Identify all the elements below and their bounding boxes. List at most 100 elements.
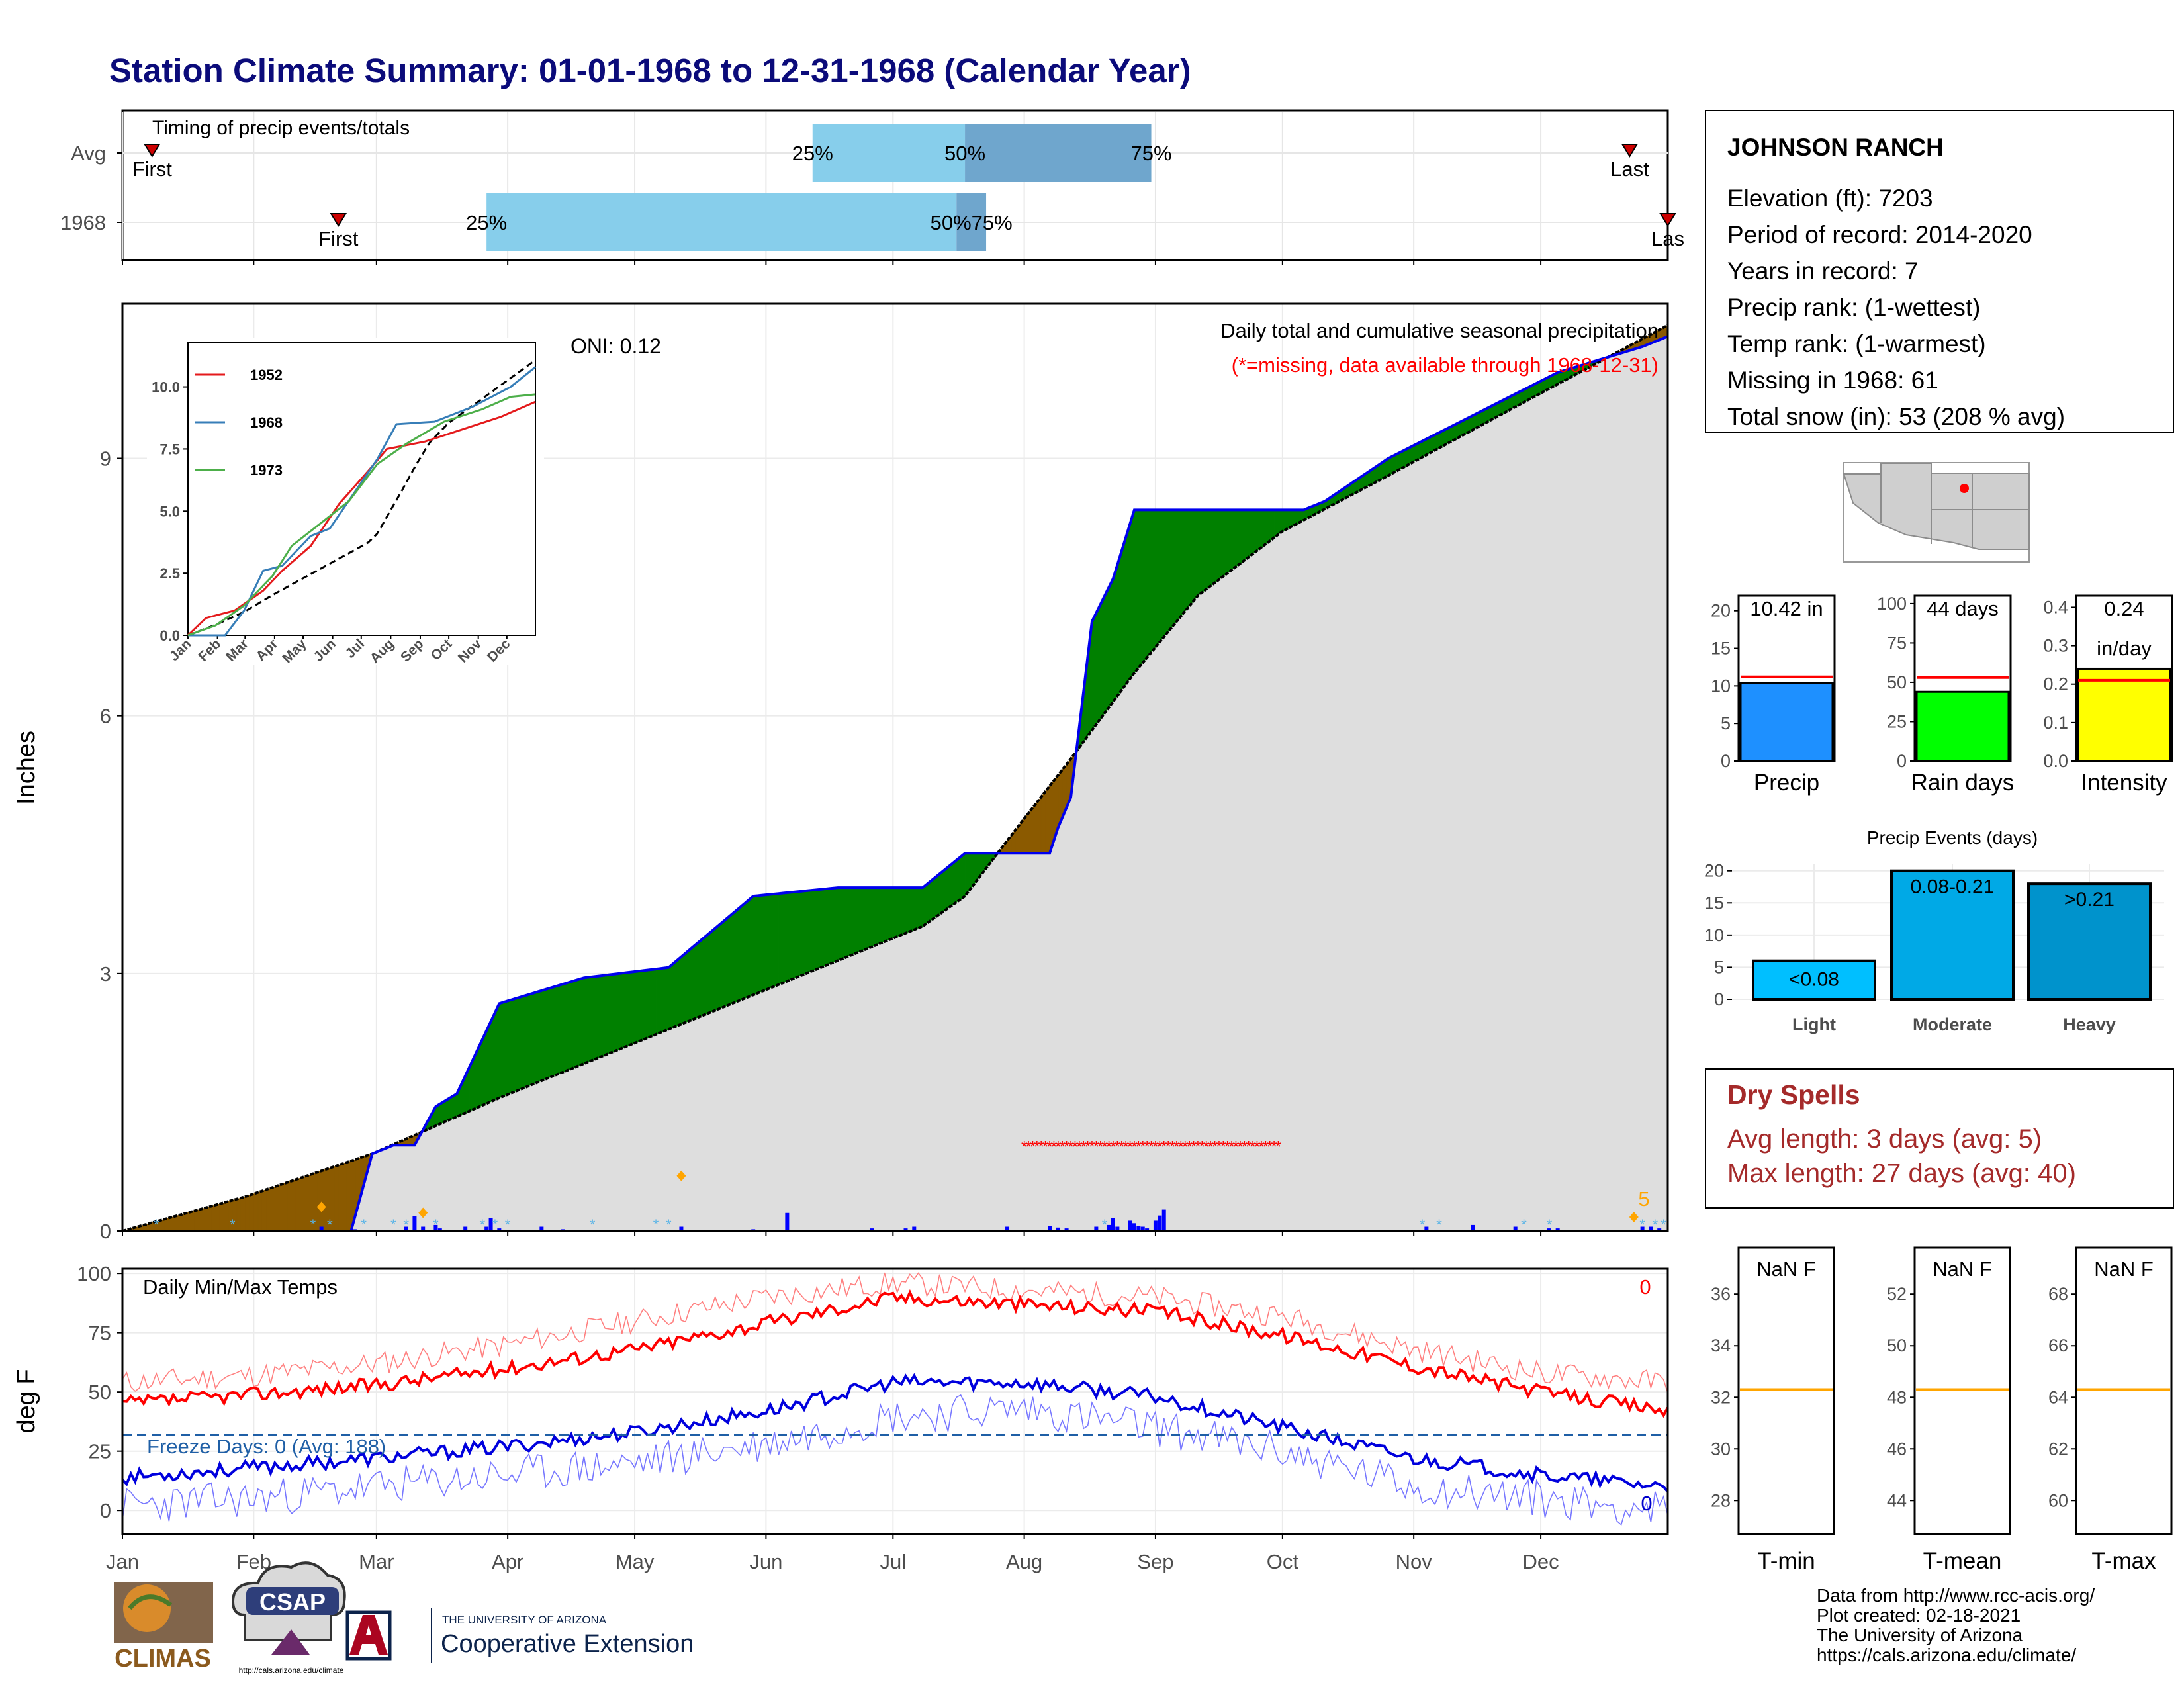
temp-box-tick-label: 46	[1887, 1439, 1907, 1459]
missing-data-marker: *	[1186, 1138, 1192, 1156]
cumulative-difference-fill	[1172, 510, 1177, 627]
missing-data-marker: *	[1263, 1138, 1269, 1156]
daily-precip-bar	[412, 1216, 417, 1231]
missing-data-marker: *	[1148, 1138, 1154, 1156]
dry-spells-box: Dry Spells Avg length: 3 days (avg: 5) M…	[1705, 1068, 2174, 1209]
cumulative-difference-fill	[719, 921, 724, 1009]
cumulative-difference-fill	[689, 945, 694, 1021]
daily-precip-bar	[1158, 1215, 1162, 1231]
cumulative-difference-fill	[1193, 510, 1199, 602]
csap-logo-url: http://cals.arizona.edu/climate	[239, 1666, 344, 1675]
inset-legend-label: 1968	[250, 414, 283, 431]
cumulative-difference-fill	[668, 963, 673, 1030]
cumulative-difference-fill	[922, 884, 927, 927]
snow-marker: *	[1436, 1216, 1442, 1233]
cumulative-difference-fill	[1227, 510, 1232, 574]
missing-data-marker: *	[1101, 1138, 1107, 1156]
cumulative-difference-fill	[499, 1001, 504, 1099]
summary-bar-tick-label: 10	[1711, 676, 1731, 696]
cumulative-difference-fill	[893, 887, 897, 939]
daily-precip-bar	[1657, 1228, 1662, 1231]
snow-marker: *	[1420, 1216, 1426, 1233]
summary-bar-value-label: 44 days	[1927, 597, 1999, 620]
cumulative-difference-fill	[1146, 510, 1152, 659]
missing-data-marker: *	[1055, 1138, 1061, 1156]
cumulative-difference-fill	[1125, 524, 1130, 686]
cumulative-difference-fill	[630, 971, 635, 1045]
temp-y-tick-label: 25	[89, 1440, 111, 1463]
missing-data-marker: *	[1275, 1138, 1281, 1156]
daily-precip-bar	[1056, 1227, 1060, 1231]
missing-data-marker: *	[1122, 1138, 1128, 1156]
events-bar-label: <0.08	[1789, 969, 1839, 991]
inset-y-tick-label: 10.0	[152, 379, 180, 396]
precip-panel: * * * * * * * * * * * * * * * * * * * * * *******************…	[13, 302, 1669, 1243]
daily-precip-bar	[1547, 1228, 1551, 1231]
snow-marker: *	[361, 1216, 367, 1233]
cumulative-difference-fill	[512, 998, 517, 1093]
daily-precip-bar	[1064, 1228, 1069, 1231]
inset-series-line	[187, 400, 536, 637]
cumulative-difference-fill	[1163, 510, 1169, 638]
cumulative-difference-fill	[1151, 510, 1156, 653]
record-min-temp-line	[122, 1394, 1668, 1526]
cumulative-difference-fill	[647, 969, 652, 1038]
daily-precip-bar	[1161, 1209, 1166, 1231]
cumulative-difference-fill	[778, 893, 784, 985]
cumulative-difference-fill	[1117, 551, 1122, 697]
events-category-label: Heavy	[2063, 1015, 2116, 1034]
missing-data-marker: *	[1258, 1138, 1264, 1156]
temp-box-tick-label: 60	[2048, 1490, 2068, 1510]
summary-bar-tick-label: 75	[1887, 633, 1907, 653]
cumulative-difference-fill	[816, 889, 821, 970]
cumulative-difference-fill	[850, 887, 856, 956]
missing-data-marker: *	[1152, 1138, 1158, 1156]
cumulative-difference-fill	[609, 974, 614, 1054]
cumulative-difference-fill	[266, 1187, 271, 1232]
daily-precip-bar	[421, 1226, 426, 1231]
cumulative-difference-fill	[300, 1176, 305, 1232]
cumulative-difference-fill	[570, 980, 576, 1070]
cumulative-difference-fill	[863, 887, 868, 951]
summary-bar-value	[1739, 682, 1834, 762]
daily-precip-bar	[539, 1226, 544, 1231]
cumulative-difference-fill	[1032, 801, 1038, 854]
cumulative-difference-fill	[1015, 823, 1021, 854]
events-bar	[1752, 959, 1876, 1001]
daily-precip-bar	[1640, 1226, 1645, 1231]
cumulative-difference-fill	[745, 899, 750, 999]
snow-marker: *	[230, 1216, 236, 1233]
snow-marker: *	[666, 1216, 672, 1233]
missing-data-marker: *	[1250, 1138, 1255, 1156]
cumulative-difference-fill	[876, 887, 881, 946]
cumulative-difference-fill	[482, 1030, 487, 1106]
cumulative-difference-fill	[651, 968, 657, 1036]
summary-bar-label: Precip	[1754, 770, 1819, 796]
daily-precip-bar	[488, 1218, 493, 1231]
cumulative-difference-fill	[918, 887, 923, 929]
snow-marker: *	[479, 1216, 485, 1233]
cumulative-difference-fill	[1261, 510, 1266, 548]
cumulative-difference-fill	[952, 859, 957, 906]
month-label: Sep	[1137, 1550, 1173, 1573]
missing-data-marker: *	[1030, 1138, 1036, 1156]
cumulative-difference-fill	[880, 887, 885, 944]
station-location-marker	[1960, 484, 1969, 493]
summary-bar-value	[2077, 667, 2171, 762]
daily-precip-bar	[1048, 1226, 1052, 1231]
cumulative-difference-fill	[1045, 785, 1050, 854]
large-event-marker	[1629, 1212, 1639, 1223]
cumulative-difference-fill	[516, 997, 521, 1091]
timing-bar-50-75	[965, 124, 1152, 182]
temp-box-tick-label: 44	[1887, 1490, 1907, 1510]
cumulative-difference-fill	[913, 887, 919, 931]
cumulative-difference-fill	[1104, 586, 1109, 714]
summary-bar-value-label: 0.24	[2104, 597, 2144, 620]
temp-box-tick-label: 36	[1711, 1284, 1731, 1304]
daily-precip-bar	[1094, 1226, 1099, 1231]
cumulative-difference-fill	[625, 972, 631, 1047]
cumulative-difference-fill	[291, 1179, 296, 1232]
daily-precip-bar	[1424, 1226, 1429, 1231]
daily-precip-bar	[1140, 1226, 1145, 1231]
cumulative-difference-fill	[710, 927, 715, 1013]
